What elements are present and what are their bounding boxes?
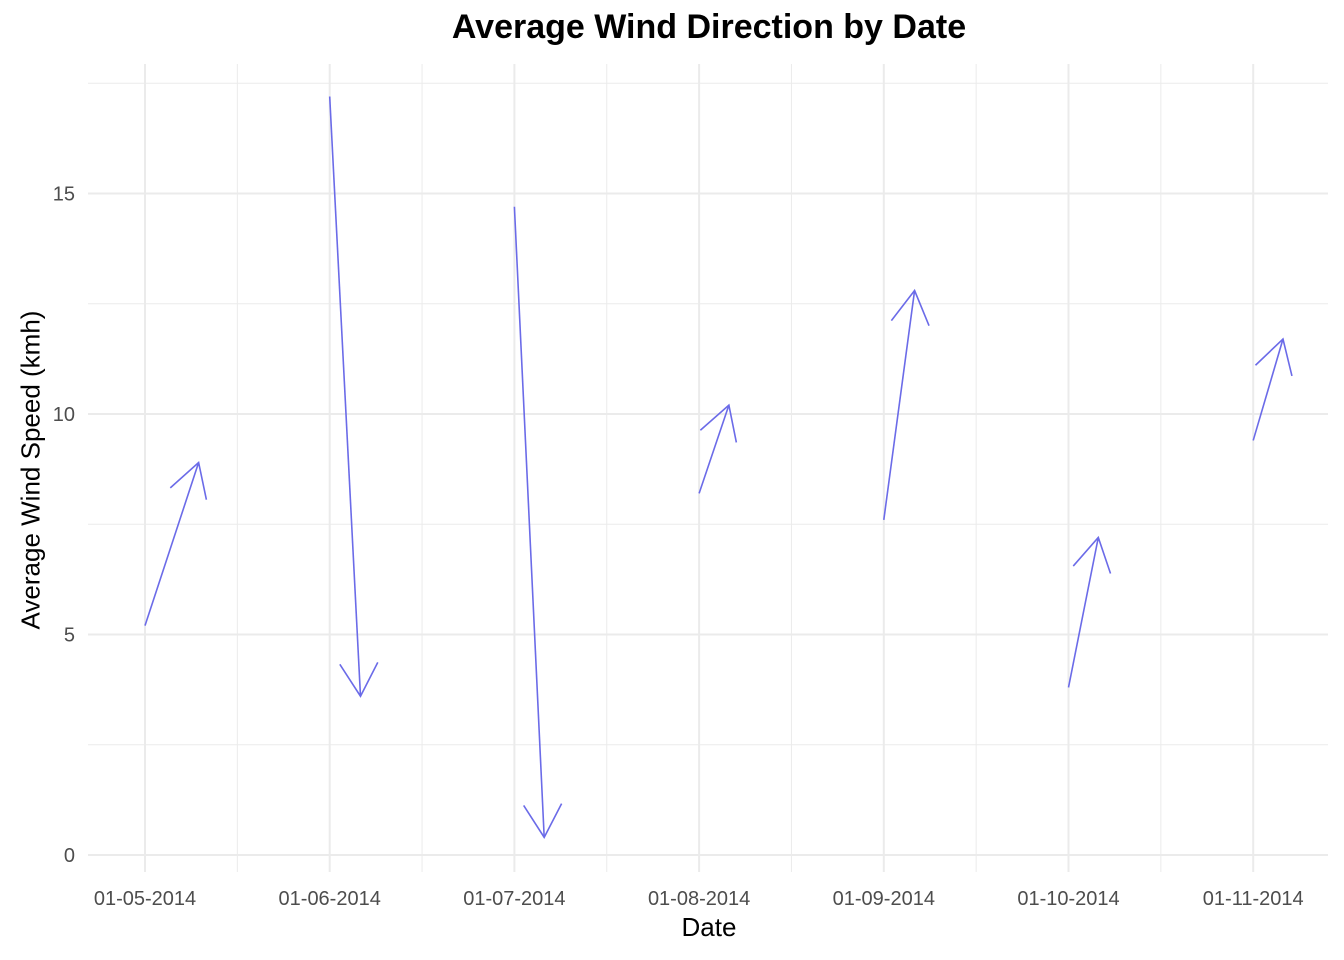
arrow-shaft	[144, 462, 200, 626]
wind-arrow	[328, 96, 379, 698]
x-tick-label: 01-05-2014	[94, 888, 196, 910]
arrow-head	[1072, 535, 1112, 574]
x-tick-label: 01-07-2014	[463, 888, 565, 910]
x-tick-label: 01-10-2014	[1017, 888, 1119, 910]
arrow-shaft	[883, 290, 916, 520]
x-tick-label: 01-08-2014	[648, 888, 750, 910]
minor-gridlines	[88, 64, 1328, 872]
wind-arrow	[513, 206, 563, 839]
wind-arrow	[144, 460, 208, 626]
x-tick-label: 01-06-2014	[279, 888, 381, 910]
wind-arrow	[1252, 337, 1293, 441]
y-tick-label: 0	[64, 845, 75, 867]
y-axis-ticks: 0 5 10 15	[53, 184, 75, 868]
major-gridlines	[88, 64, 1328, 872]
arrow-head	[169, 460, 208, 500]
wind-arrow	[698, 403, 738, 494]
wind-arrow	[1067, 535, 1112, 688]
y-tick-label: 10	[53, 404, 75, 426]
arrow-head	[1254, 337, 1293, 377]
arrow-head	[699, 403, 738, 443]
x-tick-label: 01-11-2014	[1203, 888, 1304, 910]
arrow-head	[522, 803, 563, 839]
arrow-shaft	[1252, 338, 1284, 441]
arrow-head	[339, 662, 379, 698]
arrow-shaft	[513, 206, 545, 838]
wind-arrow	[883, 288, 930, 520]
x-tick-label: 01-09-2014	[833, 888, 935, 910]
arrow-shaft	[1067, 537, 1100, 688]
x-axis-title: Date	[681, 912, 737, 942]
chart-title: Average Wind Direction by Date	[451, 8, 967, 46]
wind-arrows	[144, 96, 1293, 839]
arrow-shaft	[698, 404, 730, 494]
y-tick-label: 15	[53, 184, 75, 206]
arrow-head	[890, 288, 930, 326]
x-axis-ticks: 01-05-2014 01-06-2014 01-07-2014 01-08-2014…	[94, 888, 1304, 910]
y-tick-label: 5	[64, 625, 75, 647]
arrow-shaft	[328, 96, 362, 697]
